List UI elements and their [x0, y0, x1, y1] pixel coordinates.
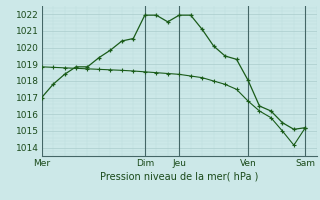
X-axis label: Pression niveau de la mer( hPa ): Pression niveau de la mer( hPa ) [100, 172, 258, 182]
